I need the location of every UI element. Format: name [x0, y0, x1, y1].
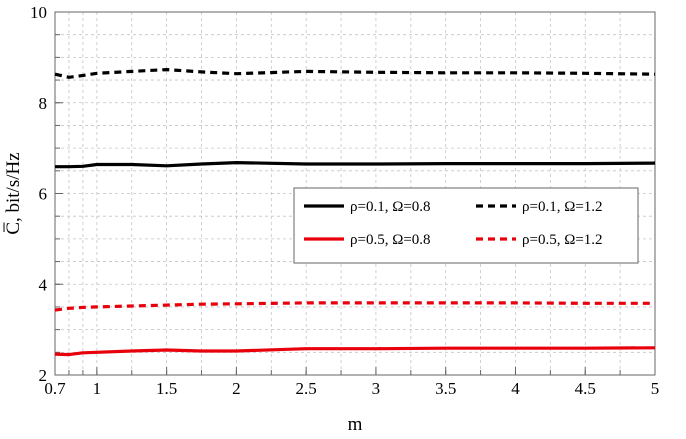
y-axis-title: C̅, bit/s/Hz	[3, 152, 24, 234]
x-tick-label: 4	[511, 379, 520, 398]
legend-label: ρ=0.5, Ω=0.8	[350, 232, 431, 248]
x-tick-label: 1.5	[156, 379, 177, 398]
legend-label: ρ=0.1, Ω=1.2	[522, 199, 603, 215]
y-tick-label: 10	[30, 3, 47, 22]
x-tick-label: 1	[93, 379, 102, 398]
series-line-1	[55, 161, 656, 169]
y-tick-label: 4	[39, 275, 48, 294]
y-tick-label: 2	[39, 366, 48, 385]
series-line-3	[54, 346, 656, 357]
legend: ρ=0.1, Ω=0.8 ρ=0.1, Ω=1.2 ρ=0.5, Ω=0.8 ρ=0.…	[293, 187, 639, 264]
legend-label: ρ=0.5, Ω=1.2	[522, 232, 603, 248]
series-line-2	[54, 67, 656, 79]
x-tick-label: 2	[232, 379, 241, 398]
y-tick-label: 8	[39, 94, 48, 113]
axis-ticks: 0.7 1 1.5 2 2.5 3 3.5 4 4.5 5 2 4 6 8 10	[30, 3, 659, 398]
y-tick-label: 6	[39, 185, 48, 204]
x-tick-label: 0.7	[44, 379, 66, 398]
x-axis-title: m	[348, 414, 363, 435]
x-tick-label: 3.5	[435, 379, 456, 398]
x-tick-label: 3	[372, 379, 381, 398]
x-tick-label: 2.5	[296, 379, 317, 398]
legend-label: ρ=0.1, Ω=0.8	[350, 199, 431, 215]
series-line-4	[54, 301, 655, 312]
series-layer	[54, 67, 656, 357]
x-tick-label: 5	[651, 379, 660, 398]
legend-box	[293, 187, 639, 264]
x-tick-label: 4.5	[575, 379, 596, 398]
